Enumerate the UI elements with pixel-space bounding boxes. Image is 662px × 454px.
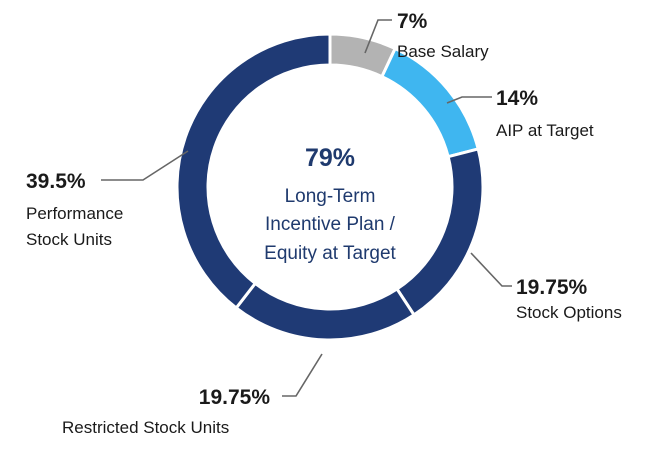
- slice-performance-stock-units: [175, 32, 332, 311]
- slice-restricted-stock-units: [234, 281, 417, 342]
- center-label-line-2: Incentive Plan /: [265, 214, 396, 235]
- leader-line-aip: [446, 96, 492, 104]
- slice-aip-at-target: [379, 46, 481, 159]
- center-value: 79%: [305, 144, 355, 172]
- rsu-label: Restricted Stock Units: [62, 418, 229, 437]
- stock-options-label: Stock Options: [516, 303, 622, 322]
- psu-label-line-1: Performance: [26, 204, 123, 223]
- leader-line-psu: [101, 150, 189, 181]
- donut-slices: [175, 32, 485, 342]
- stock-options-percent: 19.75%: [516, 276, 588, 299]
- base-salary-label: Base Salary: [397, 42, 489, 61]
- center-label-line-3: Equity at Target: [264, 243, 396, 264]
- aip-percent: 14%: [496, 87, 538, 110]
- aip-label: AIP at Target: [496, 121, 594, 140]
- leader-line-rsu: [282, 353, 323, 397]
- psu-percent: 39.5%: [26, 170, 86, 193]
- base-salary-percent: 7%: [397, 10, 428, 33]
- psu-label-line-2: Stock Units: [26, 230, 112, 249]
- slice-stock-options: [394, 147, 485, 317]
- rsu-percent: 19.75%: [199, 386, 271, 409]
- leader-line-stock-options: [470, 252, 512, 287]
- leader-line-base-salary: [364, 19, 392, 54]
- center-label-line-1: Long-Term: [285, 186, 376, 207]
